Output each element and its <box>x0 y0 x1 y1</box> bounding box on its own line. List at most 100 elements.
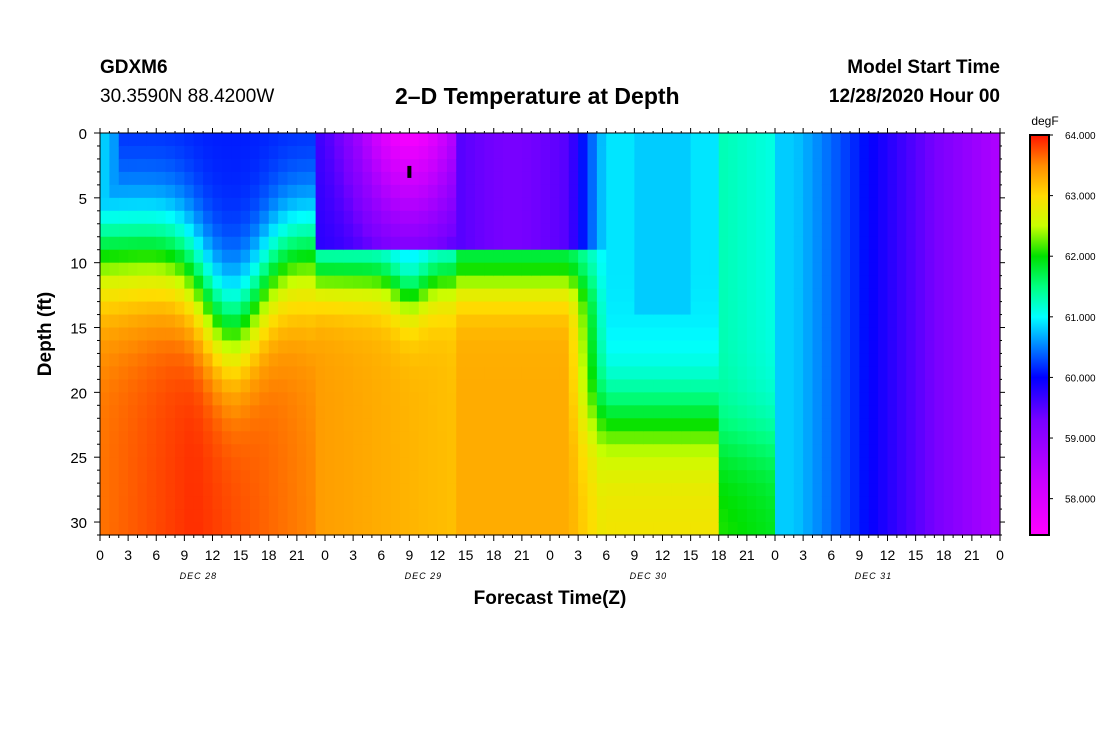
heatmap-cell <box>550 457 560 471</box>
heatmap-cell <box>371 288 382 303</box>
heatmap-cell <box>221 197 232 212</box>
heatmap-cell <box>456 353 467 368</box>
colorbar-tick-label: 64.000 <box>1065 131 1096 142</box>
x-tick-label: 0 <box>96 547 104 563</box>
heatmap-cell <box>878 522 889 536</box>
heatmap-cell <box>550 236 560 251</box>
heatmap-cell <box>503 522 514 536</box>
heatmap-cell <box>156 158 167 173</box>
heatmap-cell <box>756 405 767 419</box>
heatmap-cell <box>728 379 739 393</box>
heatmap-cell <box>343 405 354 419</box>
heatmap-cell <box>953 249 964 264</box>
heatmap-cell <box>765 457 776 471</box>
heatmap-cell <box>418 340 429 355</box>
heatmap-cell <box>971 379 982 393</box>
heatmap-cell <box>728 418 739 432</box>
heatmap-cell <box>250 327 260 342</box>
x-tick-label: 21 <box>514 547 530 563</box>
heatmap-cell <box>118 223 129 238</box>
heatmap-cell <box>540 288 551 303</box>
heatmap-cell <box>418 444 429 458</box>
heatmap-cell <box>400 249 410 264</box>
heatmap-cell <box>428 444 439 458</box>
heatmap-cell <box>118 509 129 523</box>
heatmap-cell <box>456 249 467 264</box>
heatmap-cell <box>587 133 598 147</box>
heatmap-cell <box>606 470 617 484</box>
heatmap-cell <box>475 353 485 368</box>
heatmap-cell <box>287 392 298 406</box>
heatmap-cell <box>812 405 823 419</box>
heatmap-cell <box>503 314 514 329</box>
heatmap-cell <box>250 496 260 510</box>
x-tick-label: 12 <box>430 547 446 563</box>
heatmap-cell <box>943 158 954 173</box>
heatmap-cell <box>887 418 898 432</box>
heatmap-cell <box>925 262 935 277</box>
heatmap-cell <box>943 379 954 393</box>
heatmap-cell <box>737 171 748 186</box>
heatmap-cell <box>868 496 879 510</box>
heatmap-cell <box>662 145 673 160</box>
heatmap-cell <box>812 509 823 523</box>
heatmap-cell <box>728 366 739 380</box>
heatmap-cell <box>259 184 270 199</box>
heatmap-cell <box>831 236 842 251</box>
heatmap-cell <box>240 133 251 147</box>
heatmap-cell <box>793 197 804 212</box>
heatmap-cell <box>971 392 982 406</box>
heatmap-cell <box>990 509 1001 523</box>
heatmap-cell <box>765 418 776 432</box>
heatmap-cell <box>240 483 251 497</box>
heatmap-cell <box>240 496 251 510</box>
heatmap-cell <box>165 405 176 419</box>
heatmap-cell <box>343 444 354 458</box>
heatmap-cell <box>306 314 317 329</box>
heatmap-cell <box>109 392 120 406</box>
heatmap-cell <box>418 392 429 406</box>
heatmap-cell <box>231 418 242 432</box>
heatmap-cell <box>578 314 589 329</box>
heatmap-cell <box>765 353 776 368</box>
x-tick-label: 12 <box>655 547 671 563</box>
heatmap-cell <box>475 366 485 380</box>
heatmap-cell <box>784 249 795 264</box>
heatmap-cell <box>146 210 157 225</box>
heatmap-cell <box>465 327 476 342</box>
heatmap-cell <box>175 327 185 342</box>
heatmap-cell <box>465 353 476 368</box>
heatmap-cell <box>943 314 954 329</box>
heatmap-cell <box>840 133 851 147</box>
heatmap-cell <box>550 145 560 160</box>
heatmap-cell <box>700 431 710 445</box>
heatmap-cell <box>325 288 335 303</box>
heatmap-cell <box>100 470 110 484</box>
heatmap-cell <box>353 418 364 432</box>
heatmap-cell <box>746 288 757 303</box>
heatmap-cell <box>100 184 110 199</box>
heatmap-cell <box>990 197 1001 212</box>
heatmap-cell <box>700 288 710 303</box>
heatmap-cell <box>634 184 645 199</box>
heatmap-cell <box>653 444 664 458</box>
heatmap-cell <box>184 314 195 329</box>
heatmap-cell <box>615 470 626 484</box>
heatmap-cell <box>606 431 617 445</box>
heatmap-cell <box>390 509 401 523</box>
heatmap-cell <box>578 379 589 393</box>
heatmap-cell <box>578 288 589 303</box>
heatmap-cell <box>381 353 392 368</box>
heatmap-cell <box>437 379 448 393</box>
heatmap-cell <box>981 184 992 199</box>
heatmap-cell <box>643 301 654 316</box>
heatmap-cell <box>671 509 682 523</box>
heatmap-cell <box>662 262 673 277</box>
heatmap-cell <box>184 262 195 277</box>
heatmap-cell <box>278 496 289 510</box>
heatmap-cell <box>437 171 448 186</box>
heatmap-cell <box>643 314 654 329</box>
heatmap-cell <box>896 301 907 316</box>
heatmap-cell <box>456 133 467 147</box>
heatmap-cell <box>803 288 814 303</box>
